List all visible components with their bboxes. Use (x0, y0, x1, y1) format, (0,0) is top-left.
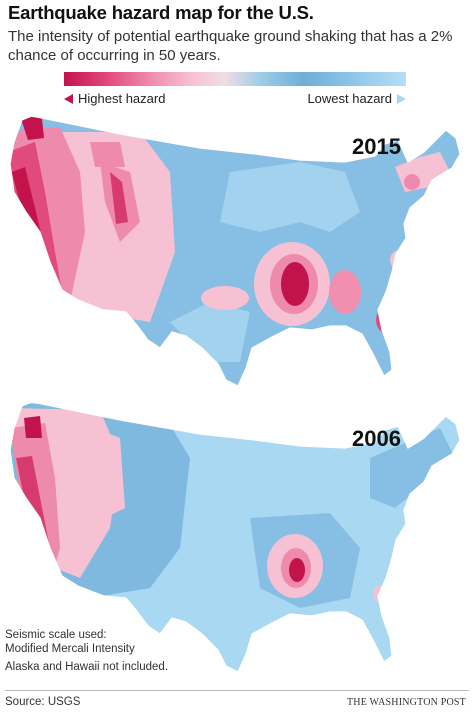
lowest-arrow-icon (397, 93, 406, 104)
note-scale-heading: Seismic scale used: (5, 629, 107, 641)
source-line: Source: USGS (5, 696, 81, 708)
hazard-map-2015 (9, 115, 461, 387)
legend-highest-hazard: Highest hazard (64, 91, 165, 106)
note-scale-name: Modified Mercali Intensity (5, 643, 135, 655)
footer-divider (5, 690, 469, 691)
legend-left-label: Highest hazard (78, 91, 166, 106)
highest-arrow-icon (64, 93, 73, 104)
year-label-2015: 2015 (352, 134, 401, 159)
legend-right-label: Lowest hazard (307, 91, 392, 106)
note-exclusions: Alaska and Hawaii not included. (5, 661, 169, 673)
map-subtitle: The intensity of potential earthquake gr… (8, 28, 453, 64)
map-notes: Seismic scale used: Modified Mercali Int… (5, 628, 168, 674)
hazard-color-scale (64, 72, 406, 86)
map-title: Earthquake hazard map for the U.S. (8, 2, 314, 23)
hazard-map-2006 (9, 401, 461, 673)
year-label-2006: 2006 (352, 426, 401, 451)
legend-lowest-hazard: Lowest hazard (307, 91, 406, 106)
publisher-credit: THE WASHINGTON POST (347, 697, 466, 708)
